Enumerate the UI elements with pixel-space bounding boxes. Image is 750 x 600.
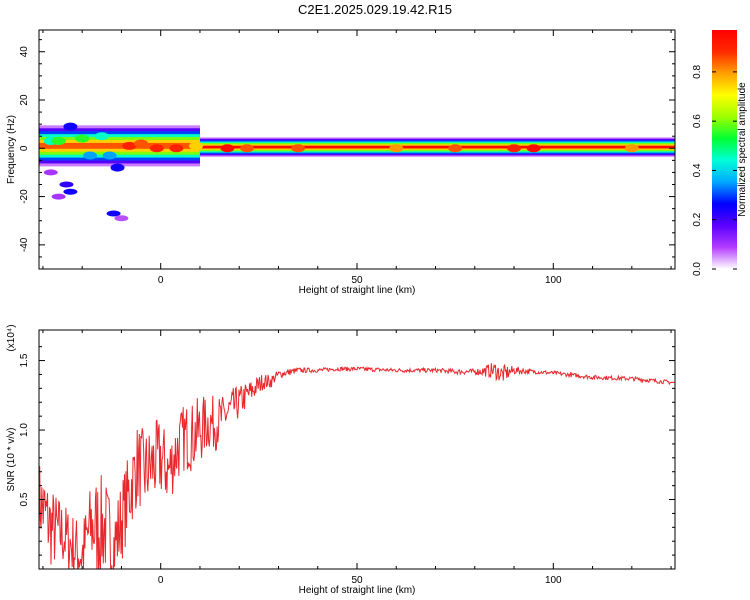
spectrogram-blob bbox=[624, 144, 639, 153]
spectrogram-blob bbox=[75, 134, 90, 143]
spectrogram-blob bbox=[102, 151, 117, 160]
colorbar-tick-label: 0.2 bbox=[692, 212, 703, 226]
spectrogram-panel: 0 50 100 -40 -20 0 20 40 Height of straight lin… bbox=[6, 29, 676, 296]
snr-y-tick-label: 1.0 bbox=[19, 423, 30, 437]
spectrogram-blob bbox=[507, 144, 522, 153]
spectrogram-blob bbox=[114, 215, 129, 222]
spectrogram-blob bbox=[448, 144, 463, 153]
colorbar-tick-label: 0.4 bbox=[692, 163, 703, 177]
spectrogram-ticks: 0 50 100 -40 -20 0 20 40 bbox=[19, 30, 675, 286]
spectrogram-blob bbox=[291, 144, 306, 153]
spectrogram-band bbox=[39, 142, 200, 149]
spectrogram-x-tick-label: 0 bbox=[158, 275, 164, 286]
colorbar-tick-label: 0.8 bbox=[692, 64, 703, 78]
snr-x-axis-label: Height of straight line (km) bbox=[299, 585, 416, 596]
spectrogram-blob bbox=[83, 151, 98, 160]
snr-y-multiplier: (x10⁴) bbox=[6, 324, 17, 351]
spectrogram-y-tick-label: 40 bbox=[19, 46, 30, 58]
spectrogram-blob bbox=[106, 210, 121, 217]
snr-y-tick-label: 0.5 bbox=[19, 492, 30, 506]
spectrogram-blob bbox=[51, 193, 66, 200]
spectrogram-blob bbox=[63, 188, 78, 195]
snr-y-axis-label: SNR (10 * v/v) bbox=[6, 428, 17, 492]
spectrogram-blob bbox=[149, 144, 164, 153]
spectrogram-y-tick-label: -40 bbox=[19, 237, 30, 252]
spectrogram-blob bbox=[389, 144, 404, 153]
snr-x-tick-label: 50 bbox=[351, 575, 363, 586]
spectrogram-blob bbox=[59, 181, 74, 188]
spectrogram-blob bbox=[220, 144, 235, 153]
colorbar-tick-label: 0.6 bbox=[692, 114, 703, 128]
snr-panel: 0 50 100 0.5 1.0 1.5 Height of straight line … bbox=[6, 324, 676, 596]
spectrogram-blob bbox=[43, 169, 58, 176]
snr-plot-area bbox=[39, 363, 675, 569]
colorbar-tick-label: 0.0 bbox=[692, 262, 703, 276]
spectrogram-x-tick-label: 100 bbox=[545, 275, 562, 286]
spectrogram-blob bbox=[122, 141, 137, 150]
colorbar-label: Normalized spectral amplitude bbox=[737, 82, 748, 217]
spectrogram-blob bbox=[189, 141, 204, 150]
colorbar-ticks: 0.0 0.2 0.4 0.6 0.8 bbox=[692, 64, 737, 276]
snr-y-tick-label: 1.5 bbox=[19, 353, 30, 367]
spectrogram-y-tick-label: 20 bbox=[19, 94, 30, 106]
colorbar: 0.0 0.2 0.4 0.6 0.8 Normalized spectral ampl… bbox=[692, 30, 748, 276]
spectrogram-blob bbox=[169, 144, 184, 153]
spectrogram-blob bbox=[240, 144, 255, 153]
spectrogram-blob bbox=[134, 139, 149, 148]
spectrogram-blob bbox=[94, 132, 109, 141]
snr-ticks: 0 50 100 0.5 1.0 1.5 bbox=[19, 330, 675, 586]
spectrogram-y-axis-label: Frequency (Hz) bbox=[6, 115, 17, 184]
spectrogram-blob bbox=[110, 163, 125, 172]
spectrogram-blob bbox=[526, 144, 541, 153]
spectrogram-y-tick-label: 0 bbox=[19, 145, 30, 151]
spectrogram-blob bbox=[51, 137, 66, 146]
spectrogram-x-tick-label: 50 bbox=[351, 275, 363, 286]
snr-frame bbox=[38, 329, 676, 570]
spectrogram-blob bbox=[63, 122, 78, 131]
chart-title: C2E1.2025.029.19.42.R15 bbox=[298, 2, 452, 17]
snr-series-line bbox=[39, 363, 675, 569]
snr-x-tick-label: 0 bbox=[158, 575, 164, 586]
colorbar-gradient bbox=[712, 30, 737, 269]
spectrogram-band bbox=[199, 145, 675, 149]
spectrogram-y-tick-label: -20 bbox=[19, 189, 30, 204]
spectrogram-x-axis-label: Height of straight line (km) bbox=[299, 285, 416, 296]
spectrogram-image bbox=[39, 122, 675, 222]
snr-x-tick-label: 100 bbox=[545, 575, 562, 586]
